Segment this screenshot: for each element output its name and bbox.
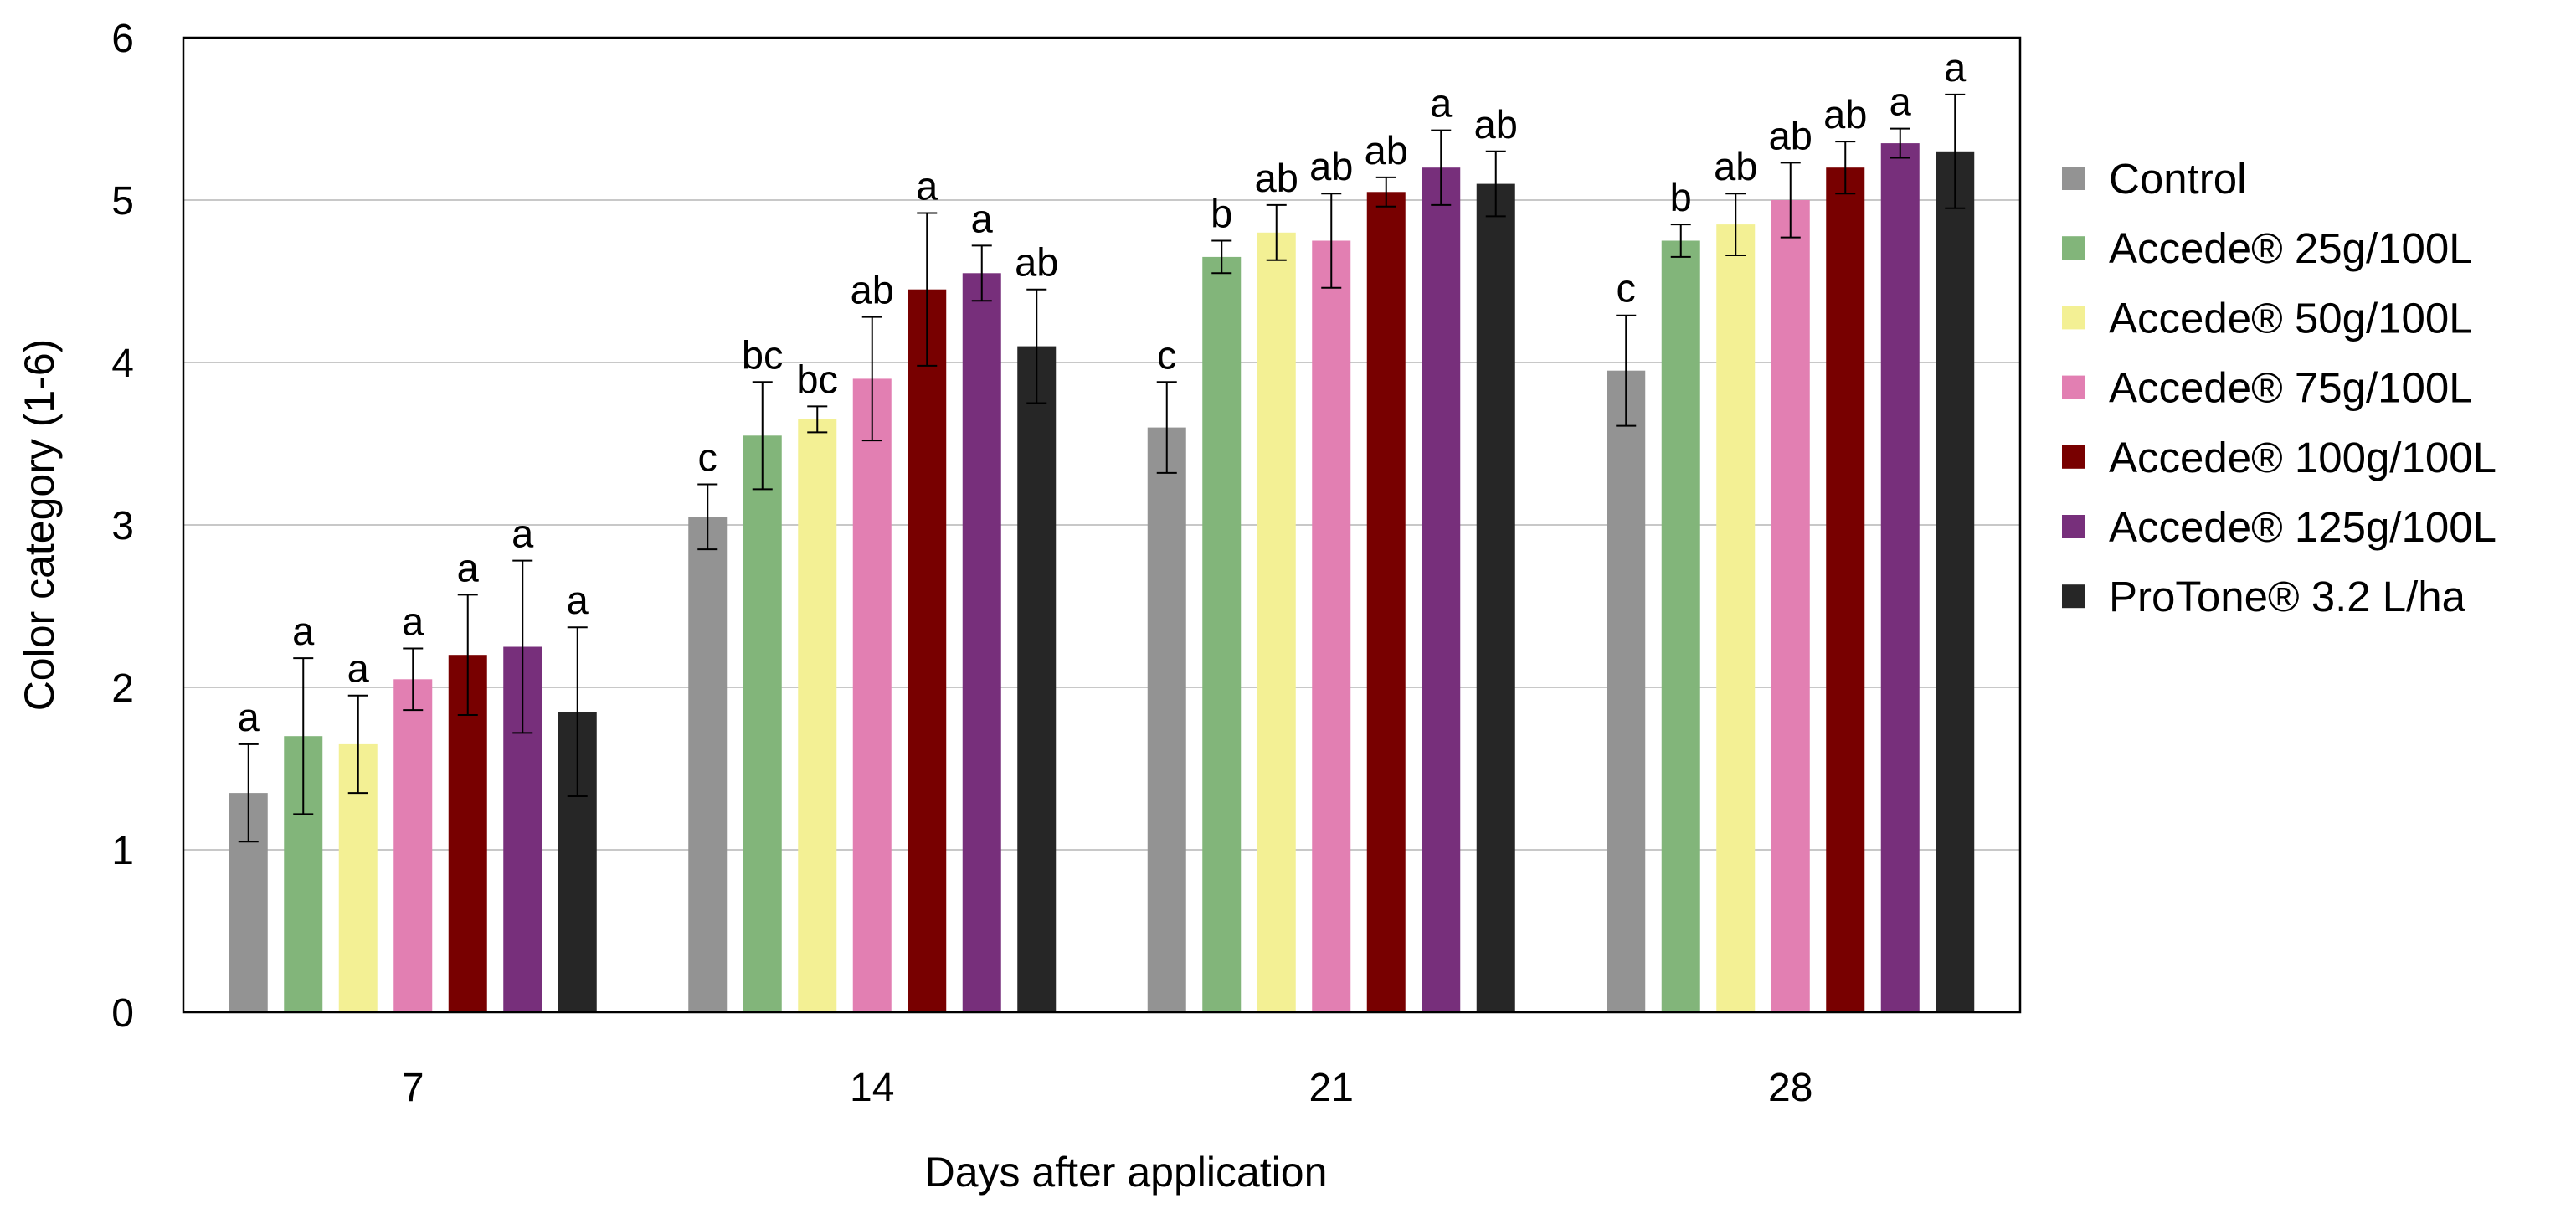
bar [1257,232,1296,1012]
bar [1312,240,1351,1012]
significance-letter: a [1944,45,1967,90]
x-tick-label: 21 [1309,1066,1354,1110]
significance-letter: ab [1365,128,1408,172]
x-tick-label: 7 [402,1066,424,1110]
bar [688,517,728,1012]
significance-letter: ab [1309,144,1353,188]
x-axis-ticks: 7 14 21 28 [402,1066,1813,1110]
bar [743,435,782,1012]
significance-letter: a [1430,81,1453,126]
bar [908,289,947,1012]
significance-letter: a [567,578,589,622]
significance-letter: a [512,512,534,556]
bar [1476,183,1515,1013]
legend-swatch [2062,167,2085,190]
legend-swatch [2062,375,2085,399]
bar [1017,346,1057,1013]
bar [962,273,1001,1012]
bar [1202,256,1242,1012]
significance-letter: ab [1474,102,1518,147]
bar [1936,151,1975,1012]
y-tick-label: 3 [111,504,134,548]
bar [393,679,433,1012]
legend-swatch [2062,236,2085,260]
significance-letter: bc [796,357,838,401]
bars [229,143,1975,1013]
significance-letter: a [402,599,424,643]
legend-swatch [2062,584,2085,609]
y-axis-title: Color category (1-6) [16,339,63,712]
bar [1422,167,1461,1012]
y-tick-label: 0 [111,991,134,1036]
significance-letter: c [1617,266,1637,311]
y-tick-label: 5 [111,179,134,224]
legend: Control Accede® 25g/100L Accede® 50g/100L A… [2062,155,2496,620]
bar [1147,427,1186,1013]
significance-letter: ab [1769,113,1812,157]
significance-letter: a [457,545,480,589]
legend-label: Accede® 125g/100L [2109,503,2496,551]
significance-letter: b [1670,175,1692,219]
plot-frame [182,36,2022,1014]
legend-label: Accede® 75g/100L [2109,364,2473,412]
significance-letter: a [347,646,370,691]
x-tick-label: 28 [1768,1066,1812,1110]
legend-label: Accede® 25g/100L [2109,224,2473,272]
bar [1716,224,1756,1013]
bar [1771,200,1810,1012]
significance-letter: bc [742,332,784,377]
bar [852,378,892,1012]
y-tick-label: 4 [111,342,134,386]
legend-label: ProTone® 3.2 L/ha [2109,573,2466,620]
significance-letter: a [916,164,938,208]
error-bars [238,93,1966,843]
significance-letter: ab [1823,92,1867,136]
significance-letter: ab [1015,240,1058,285]
y-tick-label: 2 [111,666,134,711]
significance-letter: a [238,695,260,739]
y-tick-label: 1 [111,829,134,873]
significance-letter: c [1157,332,1177,377]
bar [1826,167,1865,1012]
y-axis-ticks: 0 1 2 3 4 5 6 [111,17,134,1036]
bar [798,419,837,1012]
x-axis-title: Days after application [925,1149,1328,1196]
legend-label: Accede® 50g/100L [2109,294,2473,342]
legend-swatch [2062,515,2085,538]
y-tick-label: 6 [111,17,134,61]
bar [1607,370,1646,1012]
significance-letter: c [698,435,718,480]
significance-letter: ab [1714,144,1757,188]
legend-label: Control [2109,155,2246,203]
x-tick-label: 14 [850,1066,894,1110]
bar [1661,240,1700,1012]
significance-letter: ab [851,268,894,312]
legend-swatch [2062,445,2085,469]
gridlines [183,199,2020,851]
significance-letter: a [1890,80,1912,124]
significance-letter: a [292,609,315,653]
legend-label: Accede® 100g/100L [2109,434,2496,481]
bar [1880,143,1920,1013]
significance-letter: b [1211,192,1232,236]
bar [1366,192,1406,1013]
legend-swatch [2062,306,2085,330]
significance-letter: a [971,196,994,240]
significance-letter: ab [1255,156,1298,200]
